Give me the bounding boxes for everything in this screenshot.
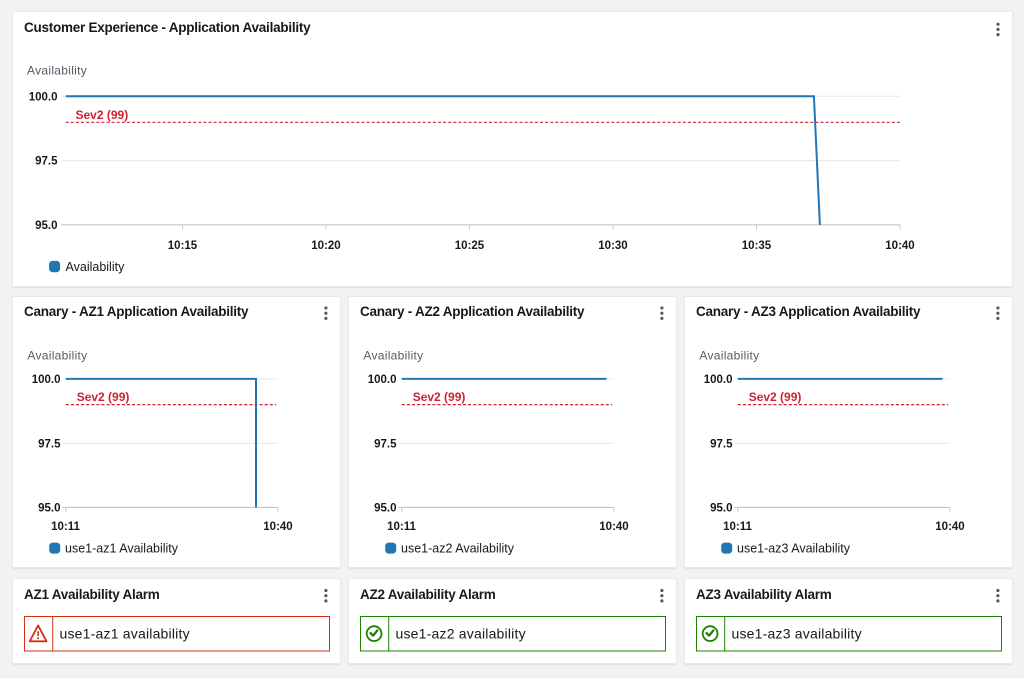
svg-text:95.0: 95.0: [710, 502, 732, 514]
svg-text:10:25: 10:25: [455, 240, 485, 252]
svg-text:Sev2 (99): Sev2 (99): [76, 108, 129, 122]
svg-text:100.0: 100.0: [368, 374, 397, 386]
svg-text:10:40: 10:40: [935, 521, 964, 533]
svg-text:10:35: 10:35: [742, 240, 772, 252]
svg-text:97.5: 97.5: [35, 156, 58, 168]
svg-text:10:40: 10:40: [263, 521, 292, 533]
svg-text:use1-az3 availability: use1-az3 availability: [732, 626, 862, 642]
svg-text:10:11: 10:11: [387, 521, 416, 533]
svg-text:10:40: 10:40: [599, 521, 628, 533]
svg-text:Availability: Availability: [27, 349, 87, 363]
svg-text:Availability: Availability: [363, 349, 423, 363]
svg-text:95.0: 95.0: [35, 220, 57, 232]
svg-text:10:40: 10:40: [885, 240, 914, 252]
svg-text:10:30: 10:30: [598, 240, 627, 252]
svg-text:97.5: 97.5: [710, 438, 733, 450]
svg-text:Availability: Availability: [27, 64, 87, 78]
svg-text:use1-az1 Availability: use1-az1 Availability: [65, 542, 179, 556]
svg-text:10:15: 10:15: [168, 240, 198, 252]
svg-text:95.0: 95.0: [374, 502, 396, 514]
svg-text:10:11: 10:11: [723, 521, 752, 533]
svg-text:97.5: 97.5: [374, 438, 397, 450]
svg-text:97.5: 97.5: [38, 438, 61, 450]
svg-text:10:11: 10:11: [51, 521, 80, 533]
svg-text:Sev2 (99): Sev2 (99): [749, 390, 802, 404]
svg-text:use1-az2 Availability: use1-az2 Availability: [401, 542, 515, 556]
svg-text:use1-az2 availability: use1-az2 availability: [396, 626, 526, 642]
svg-text:use1-az1 availability: use1-az1 availability: [60, 626, 190, 642]
svg-text:Availability: Availability: [66, 260, 126, 274]
svg-text:use1-az3 Availability: use1-az3 Availability: [737, 542, 851, 556]
svg-text:100.0: 100.0: [29, 91, 58, 103]
svg-text:Sev2 (99): Sev2 (99): [413, 390, 466, 404]
svg-text:95.0: 95.0: [38, 502, 60, 514]
svg-text:Sev2 (99): Sev2 (99): [77, 390, 130, 404]
svg-text:100.0: 100.0: [32, 374, 61, 386]
svg-text:10:20: 10:20: [311, 240, 340, 252]
svg-text:100.0: 100.0: [704, 374, 733, 386]
svg-text:Availability: Availability: [699, 349, 759, 363]
